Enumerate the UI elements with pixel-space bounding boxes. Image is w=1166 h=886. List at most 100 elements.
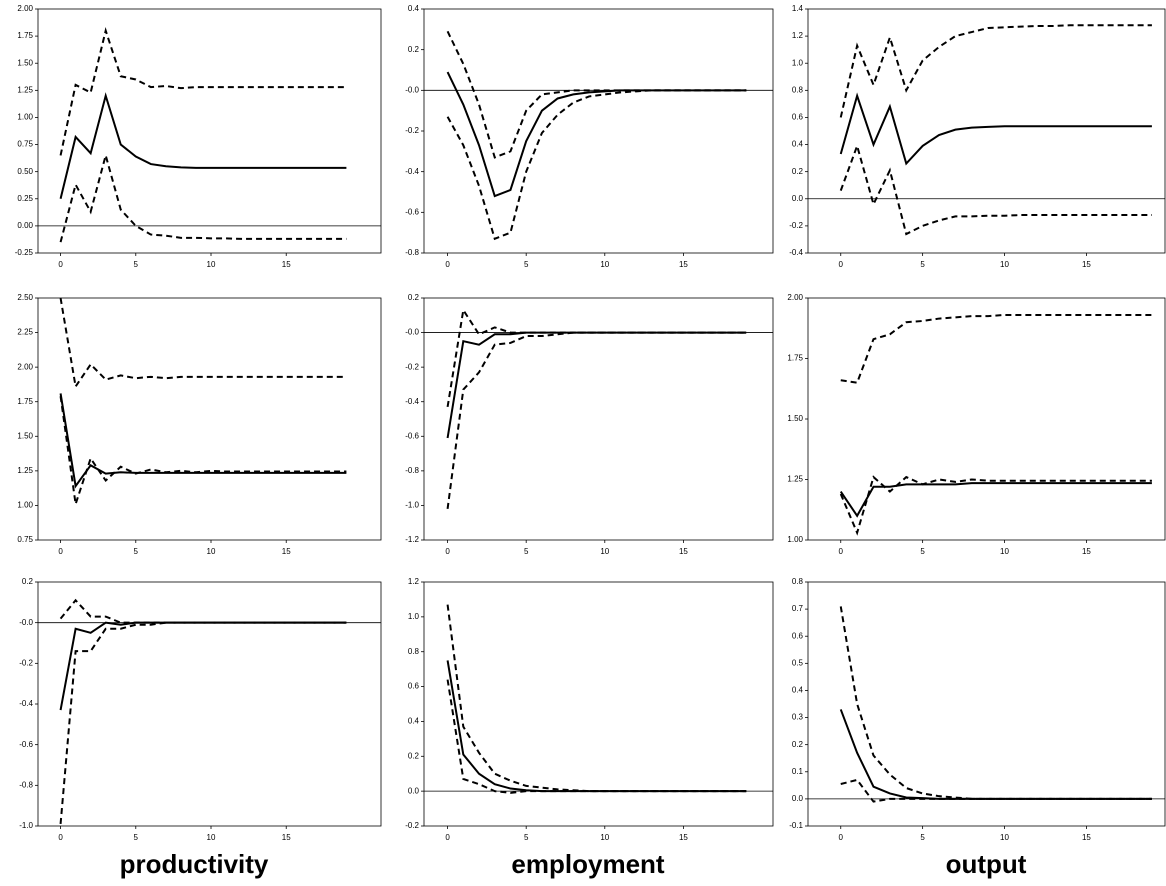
y-tick-label: 2.00 — [17, 4, 33, 13]
response-line — [59, 393, 347, 489]
y-tick-label: -0.0 — [405, 328, 419, 337]
y-tick-label: -0.1 — [789, 821, 803, 830]
y-tick-label: -0.2 — [405, 362, 419, 371]
band-line — [839, 606, 1152, 800]
x-tick-label: 10 — [600, 547, 609, 556]
x-tick-label: 0 — [839, 833, 844, 842]
y-tick-label: 0.6 — [792, 631, 804, 640]
x-tick-label: 10 — [207, 833, 216, 842]
y-tick-label: 2.25 — [17, 328, 33, 337]
band-line — [59, 621, 347, 825]
band-line — [840, 778, 1152, 803]
plot-frame — [807, 8, 1166, 254]
x-tick-label: 10 — [1000, 833, 1009, 842]
response-line — [839, 709, 1152, 800]
y-tick-label: 0.3 — [792, 713, 804, 722]
y-tick-label: 1.2 — [408, 577, 420, 586]
y-tick-label: 0.1 — [792, 767, 804, 776]
y-tick-label: 1.4 — [792, 4, 804, 13]
x-tick-label: 10 — [207, 260, 216, 269]
x-tick-label: 5 — [920, 547, 925, 556]
y-tick-label: 0.8 — [792, 85, 804, 94]
y-tick-label: -0.6 — [19, 740, 33, 749]
x-tick-label: 15 — [1082, 833, 1091, 842]
x-tick-label: 5 — [920, 260, 925, 269]
y-tick-label: 1.00 — [17, 113, 33, 122]
band-line — [446, 679, 747, 794]
y-tick-label: 1.75 — [17, 397, 33, 406]
band-line — [839, 475, 1152, 536]
response-line — [839, 92, 1152, 166]
y-tick-label: 1.2 — [792, 31, 804, 40]
y-tick-label: 0.4 — [408, 717, 420, 726]
y-tick-label: -0.0 — [19, 618, 33, 627]
y-tick-label: 1.00 — [787, 535, 803, 544]
x-tick-label: 5 — [920, 833, 925, 842]
x-tick-label: 0 — [839, 260, 844, 269]
band-line — [59, 27, 347, 156]
y-tick-label: 1.75 — [787, 354, 803, 363]
band-line — [446, 89, 747, 241]
plot-frame — [37, 8, 382, 254]
y-tick-label: 0.0 — [792, 194, 804, 203]
column-label: employment — [511, 849, 664, 879]
plot-frame — [423, 8, 774, 254]
y-tick-label: -0.4 — [789, 248, 803, 257]
x-tick-label: 15 — [282, 547, 291, 556]
y-tick-label: 0.00 — [17, 221, 33, 230]
y-tick-label: 0.2 — [408, 45, 420, 54]
x-tick-label: 5 — [134, 260, 139, 269]
y-tick-label: 0.75 — [17, 140, 33, 149]
y-tick-label: -1.0 — [19, 821, 33, 830]
band-line — [446, 604, 747, 793]
y-tick-label: 0.0 — [792, 794, 804, 803]
plot-frame — [37, 297, 382, 541]
y-tick-label: 0.2 — [22, 577, 34, 586]
y-tick-label: -1.2 — [405, 535, 419, 544]
y-tick-label: -0.4 — [405, 397, 419, 406]
plot-frame — [423, 581, 774, 827]
y-tick-label: 1.0 — [792, 58, 804, 67]
y-tick-label: 2.00 — [17, 362, 33, 371]
y-tick-label: -1.0 — [405, 501, 419, 510]
y-tick-label: -0.4 — [405, 167, 419, 176]
y-tick-label: -0.0 — [405, 85, 419, 94]
band-line — [839, 142, 1152, 236]
x-tick-label: 0 — [839, 547, 844, 556]
x-tick-label: 10 — [207, 547, 216, 556]
response-line — [446, 660, 747, 793]
plot-frame — [423, 297, 774, 541]
y-tick-label: 2.00 — [787, 293, 803, 302]
y-tick-label: 0.0 — [408, 786, 420, 795]
x-tick-label: 0 — [445, 833, 450, 842]
x-tick-label: 15 — [679, 547, 688, 556]
plot-frame — [807, 581, 1166, 827]
y-tick-label: 0.7 — [792, 604, 804, 613]
y-tick-label: 0.2 — [408, 751, 420, 760]
x-tick-label: 10 — [1000, 260, 1009, 269]
y-tick-label: 0.8 — [792, 577, 804, 586]
band-line — [59, 396, 347, 505]
y-tick-label: 0.2 — [792, 740, 804, 749]
y-tick-label: 1.25 — [17, 466, 33, 475]
plot-frame — [37, 581, 382, 827]
x-tick-label: 5 — [134, 833, 139, 842]
y-tick-label: 0.6 — [792, 113, 804, 122]
y-tick-label: -0.2 — [405, 126, 419, 135]
y-tick-label: 1.75 — [17, 31, 33, 40]
y-tick-label: -0.6 — [405, 207, 419, 216]
y-tick-label: 0.6 — [408, 682, 420, 691]
response-line — [839, 482, 1152, 518]
y-tick-label: 0.4 — [408, 4, 420, 13]
response-line — [59, 92, 347, 200]
y-tick-label: 1.50 — [787, 414, 803, 423]
y-tick-label: -0.2 — [405, 821, 419, 830]
x-tick-label: 0 — [445, 260, 450, 269]
x-tick-label: 0 — [445, 547, 450, 556]
y-tick-label: 0.4 — [792, 686, 804, 695]
y-tick-label: -0.2 — [19, 658, 33, 667]
y-tick-label: 0.2 — [408, 293, 420, 302]
x-tick-label: 5 — [524, 833, 529, 842]
plot-frame — [807, 297, 1166, 541]
